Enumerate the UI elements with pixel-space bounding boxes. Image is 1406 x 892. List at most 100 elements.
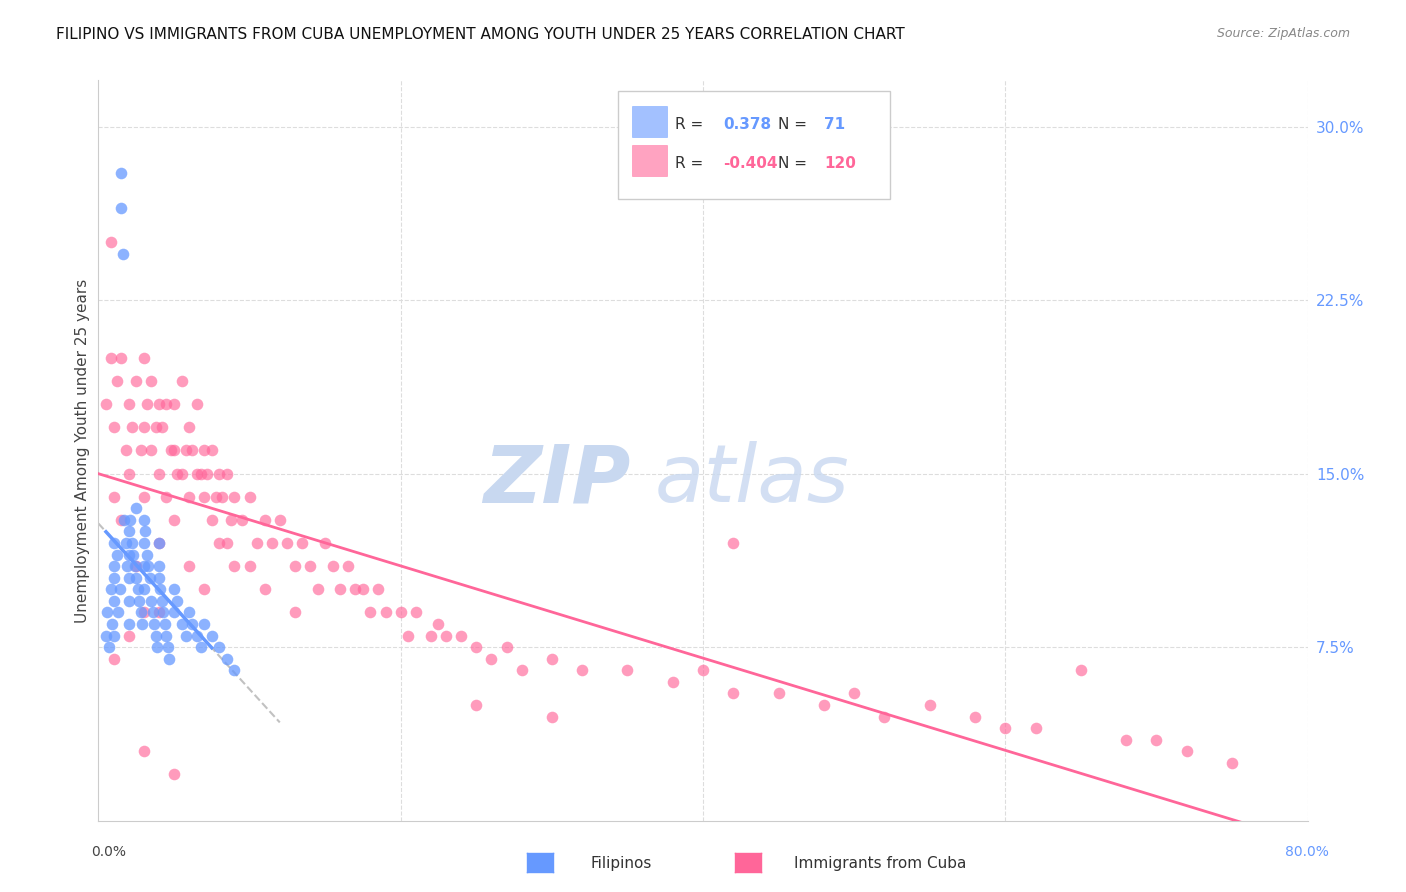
- Point: [193, 443, 215, 458]
- Point: [201, 628, 224, 642]
- Point: [118, 524, 141, 539]
- Point: [181, 443, 204, 458]
- Point: [160, 443, 183, 458]
- Point: [145, 628, 167, 642]
- Point: [540, 651, 562, 665]
- Point: [98, 640, 121, 654]
- Point: [136, 559, 159, 574]
- Point: [405, 606, 427, 620]
- Point: [155, 628, 177, 642]
- Point: [174, 628, 197, 642]
- Point: [94, 628, 117, 642]
- Point: [145, 420, 167, 434]
- Point: [148, 559, 170, 574]
- Point: [994, 721, 1017, 735]
- Point: [148, 536, 170, 550]
- Point: [159, 651, 181, 665]
- Point: [148, 606, 170, 620]
- Point: [193, 582, 215, 597]
- Point: [101, 617, 124, 632]
- Point: [166, 467, 188, 481]
- Text: FILIPINO VS IMMIGRANTS FROM CUBA UNEMPLOYMENT AMONG YOUTH UNDER 25 YEARS CORRELA: FILIPINO VS IMMIGRANTS FROM CUBA UNEMPLO…: [56, 27, 905, 42]
- Point: [768, 686, 790, 700]
- Point: [211, 490, 233, 504]
- Text: 80.0%: 80.0%: [1285, 845, 1329, 859]
- Point: [105, 548, 128, 562]
- Point: [465, 640, 488, 654]
- Point: [155, 490, 177, 504]
- Text: R =: R =: [675, 156, 703, 170]
- Point: [352, 582, 374, 597]
- Point: [186, 628, 208, 642]
- Point: [156, 640, 179, 654]
- Point: [103, 420, 125, 434]
- Text: Immigrants from Cuba: Immigrants from Cuba: [794, 856, 967, 871]
- Point: [125, 571, 148, 585]
- Point: [299, 559, 322, 574]
- Point: [150, 420, 173, 434]
- Point: [148, 467, 170, 481]
- Point: [163, 582, 186, 597]
- Point: [155, 397, 177, 411]
- Text: N =: N =: [778, 156, 807, 170]
- Point: [208, 536, 231, 550]
- Point: [314, 536, 336, 550]
- Text: 0.0%: 0.0%: [91, 845, 127, 859]
- Point: [813, 698, 835, 712]
- Point: [495, 640, 517, 654]
- Point: [135, 548, 157, 562]
- Point: [215, 467, 238, 481]
- Point: [844, 686, 866, 700]
- Point: [118, 628, 141, 642]
- Point: [918, 698, 941, 712]
- Point: [224, 663, 246, 677]
- Point: [152, 606, 174, 620]
- Point: [111, 247, 134, 261]
- Point: [100, 235, 122, 250]
- Point: [148, 536, 170, 550]
- Point: [120, 513, 142, 527]
- Point: [208, 467, 231, 481]
- Point: [1144, 732, 1167, 747]
- Point: [1115, 732, 1137, 747]
- Point: [125, 501, 148, 516]
- Point: [510, 663, 533, 677]
- Point: [723, 686, 745, 700]
- Point: [118, 617, 141, 632]
- Point: [141, 443, 163, 458]
- Point: [201, 443, 224, 458]
- Point: [163, 767, 186, 781]
- Point: [723, 536, 745, 550]
- Point: [253, 582, 276, 597]
- Point: [107, 606, 129, 620]
- Point: [427, 617, 450, 632]
- Point: [129, 443, 152, 458]
- Point: [129, 606, 152, 620]
- Point: [284, 559, 307, 574]
- Point: [142, 606, 165, 620]
- Point: [131, 617, 153, 632]
- Text: 71: 71: [824, 118, 845, 132]
- Point: [141, 594, 163, 608]
- Point: [322, 559, 344, 574]
- Point: [193, 490, 215, 504]
- Point: [121, 420, 143, 434]
- Point: [186, 397, 208, 411]
- Point: [132, 582, 155, 597]
- Point: [110, 351, 132, 365]
- Point: [262, 536, 284, 550]
- Point: [1070, 663, 1092, 677]
- Point: [103, 490, 125, 504]
- Point: [150, 594, 173, 608]
- Point: [132, 420, 155, 434]
- Y-axis label: Unemployment Among Youth under 25 years: Unemployment Among Youth under 25 years: [75, 278, 90, 623]
- Point: [103, 628, 125, 642]
- Point: [118, 594, 141, 608]
- Point: [374, 606, 396, 620]
- Point: [118, 467, 141, 481]
- Point: [118, 571, 141, 585]
- Point: [396, 628, 419, 642]
- Point: [170, 617, 193, 632]
- Point: [125, 374, 148, 388]
- Text: -0.404: -0.404: [724, 156, 778, 170]
